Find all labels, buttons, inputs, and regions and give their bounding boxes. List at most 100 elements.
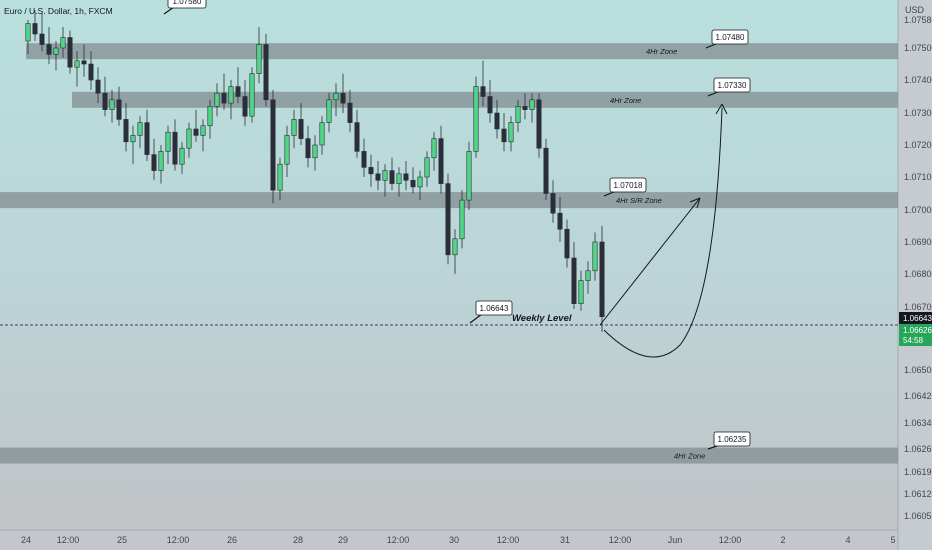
time-axis-background xyxy=(0,530,898,550)
candle xyxy=(557,196,563,242)
candle-body xyxy=(382,170,388,181)
candle xyxy=(151,138,157,181)
weekly-price-tag xyxy=(899,312,932,324)
time-tick-label: 24 xyxy=(21,535,31,545)
time-tick-label: 2 xyxy=(780,535,785,545)
callout-label: 1.06643 xyxy=(480,304,509,313)
time-tick-label: 4 xyxy=(845,535,850,545)
candle-body xyxy=(116,99,122,120)
callout-label: 1.07480 xyxy=(716,33,745,42)
callout-box xyxy=(711,29,749,45)
zone-callout: 1.07330 xyxy=(707,77,751,97)
candle xyxy=(305,125,311,168)
chart-title: Euro / U.S. Dollar, 1h, FXCM xyxy=(4,6,113,16)
candle xyxy=(396,167,402,197)
candle xyxy=(508,116,514,152)
time-tick-label: 12:00 xyxy=(719,535,742,545)
candle-body xyxy=(452,238,458,256)
candle xyxy=(200,119,206,152)
candle-body xyxy=(221,92,227,104)
candle xyxy=(263,34,269,107)
candle-body xyxy=(515,106,521,123)
candle xyxy=(424,151,430,187)
candle-body xyxy=(529,99,535,111)
time-tick-label: 25 xyxy=(117,535,127,545)
candle-body xyxy=(158,151,164,171)
candle-body xyxy=(473,86,479,152)
callout-label: 1.07330 xyxy=(718,81,747,90)
candle xyxy=(277,157,283,201)
arrow-head xyxy=(689,197,701,209)
candle-body xyxy=(445,183,451,256)
candle xyxy=(137,116,143,149)
candle xyxy=(417,170,423,201)
candle-body xyxy=(88,63,94,81)
candle-body xyxy=(599,241,605,317)
candle-body xyxy=(333,92,339,101)
candle-body xyxy=(102,92,108,110)
candle xyxy=(564,219,570,268)
candle-body xyxy=(179,147,185,165)
time-tick-label: Jun xyxy=(668,535,683,545)
candle-body xyxy=(578,280,584,305)
candle-body xyxy=(207,106,213,127)
candle xyxy=(389,157,395,191)
candle-body xyxy=(438,138,444,184)
candle-body xyxy=(375,173,381,181)
price-tick-label: 1.06340 xyxy=(904,418,932,428)
price-axis: 1.07580 1.07500 1.07400 1.07300 1.07200 1.071… xyxy=(899,15,932,521)
callout-pointer xyxy=(469,313,483,324)
candle-body xyxy=(53,47,59,55)
candle-body xyxy=(585,270,591,281)
zone-band xyxy=(26,43,898,60)
candle-body xyxy=(109,99,115,111)
price-tick-label: 1.06500 xyxy=(904,365,932,375)
candle-body xyxy=(326,99,332,123)
candle xyxy=(529,93,535,123)
candle xyxy=(221,73,227,110)
candle-body xyxy=(487,96,493,114)
candle xyxy=(501,113,507,152)
price-tick-label: 1.06700 xyxy=(904,302,932,312)
candle xyxy=(95,67,101,104)
price-tick-label: 1.06120 xyxy=(904,489,932,499)
candle xyxy=(46,27,52,64)
candle-body xyxy=(592,241,598,272)
price-tick-label: 1.07580 xyxy=(904,15,932,25)
zone-label: 4Hr Zone xyxy=(610,96,641,105)
candle-body xyxy=(347,102,353,123)
candle xyxy=(67,30,73,74)
candle xyxy=(270,89,276,204)
candle xyxy=(319,116,325,155)
candle xyxy=(445,173,451,265)
candle xyxy=(144,109,150,161)
candle xyxy=(32,10,38,41)
weekly-callout: 1.06643 xyxy=(469,300,513,324)
candle-body xyxy=(312,144,318,159)
candle-body xyxy=(193,128,199,136)
candle-body xyxy=(151,154,157,171)
zone-callout: 1.06235 xyxy=(707,431,751,450)
candle-body xyxy=(319,122,325,146)
candle-body xyxy=(263,44,269,101)
candle xyxy=(410,167,416,194)
candle xyxy=(550,180,556,223)
zone-band xyxy=(72,91,898,108)
candle-body xyxy=(242,96,248,117)
callout-label: 1.06235 xyxy=(718,435,747,444)
candle xyxy=(592,232,598,281)
candle-body xyxy=(46,44,52,55)
candle xyxy=(116,86,122,126)
candle xyxy=(473,76,479,158)
candle xyxy=(522,93,528,120)
candle-body xyxy=(284,135,290,165)
callout-box xyxy=(475,300,513,316)
callout-box xyxy=(609,177,647,193)
candle xyxy=(109,89,115,123)
candle-body xyxy=(256,44,262,74)
candle xyxy=(466,141,472,210)
candle xyxy=(214,83,220,117)
callout-box xyxy=(713,431,751,447)
price-tick-label: 1.06900 xyxy=(904,237,932,247)
